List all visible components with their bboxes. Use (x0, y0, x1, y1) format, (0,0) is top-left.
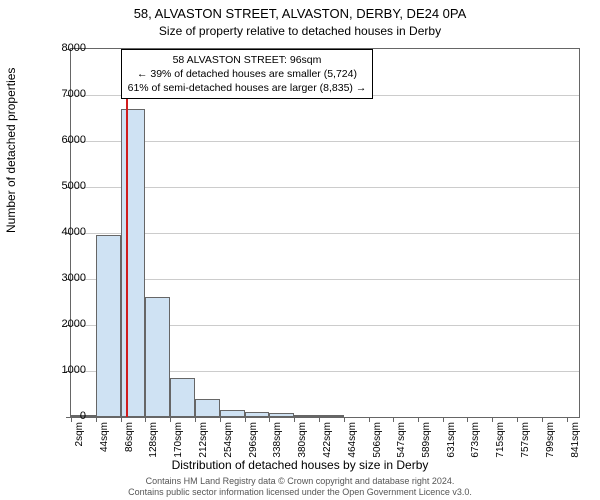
xtick-label: 86sqm (124, 422, 135, 452)
histogram-bar (96, 235, 121, 417)
xtick-mark (393, 417, 394, 422)
xtick-label: 841sqm (570, 422, 581, 458)
xtick-label: 380sqm (297, 422, 308, 458)
xtick-label: 422sqm (322, 422, 333, 458)
ytick-label: 4000 (36, 226, 86, 238)
xtick-label: 799sqm (545, 422, 556, 458)
xtick-label: 757sqm (520, 422, 531, 458)
xtick-label: 715sqm (495, 422, 506, 458)
histogram-bar (220, 410, 245, 417)
ytick-label: 0 (36, 410, 86, 422)
xtick-label: 44sqm (99, 422, 110, 452)
xtick-mark (517, 417, 518, 422)
xtick-mark (220, 417, 221, 422)
xtick-mark (418, 417, 419, 422)
xtick-label: 631sqm (446, 422, 457, 458)
ytick-label: 2000 (36, 318, 86, 330)
histogram-bar (269, 413, 294, 417)
xtick-label: 2sqm (74, 422, 85, 446)
xtick-mark (121, 417, 122, 422)
ytick-label: 1000 (36, 364, 86, 376)
xtick-mark (542, 417, 543, 422)
ytick-label: 8000 (36, 42, 86, 54)
annotation-line2: ← 39% of detached houses are smaller (5,… (137, 68, 357, 80)
xtick-mark (170, 417, 171, 422)
xtick-label: 547sqm (396, 422, 407, 458)
chart-subtitle: Size of property relative to detached ho… (0, 24, 600, 38)
gridline (71, 233, 579, 234)
xtick-mark (567, 417, 568, 422)
gridline (71, 279, 579, 280)
xtick-mark (369, 417, 370, 422)
histogram-bar (319, 415, 344, 417)
plot-area: 58 ALVASTON STREET: 96sqm ← 39% of detach… (70, 48, 580, 418)
histogram-bar (245, 412, 270, 417)
histogram-bar (170, 378, 195, 417)
xtick-mark (294, 417, 295, 422)
footer-line1: Contains HM Land Registry data © Crown c… (146, 476, 455, 486)
ytick-label: 7000 (36, 88, 86, 100)
footer-attribution: Contains HM Land Registry data © Crown c… (0, 476, 600, 498)
annotation-box: 58 ALVASTON STREET: 96sqm ← 39% of detach… (121, 49, 374, 100)
ytick-label: 3000 (36, 272, 86, 284)
xtick-mark (443, 417, 444, 422)
xtick-label: 506sqm (372, 422, 383, 458)
x-axis-label: Distribution of detached houses by size … (0, 458, 600, 472)
xtick-mark (319, 417, 320, 422)
ytick-label: 6000 (36, 134, 86, 146)
y-axis-label: Number of detached properties (4, 68, 18, 233)
xtick-mark (145, 417, 146, 422)
histogram-bar (145, 297, 170, 417)
histogram-bar (294, 415, 319, 417)
gridline (71, 141, 579, 142)
chart-title: 58, ALVASTON STREET, ALVASTON, DERBY, DE… (0, 6, 600, 21)
xtick-mark (269, 417, 270, 422)
histogram-bar (121, 109, 146, 417)
footer-line2: Contains public sector information licen… (128, 487, 472, 497)
histogram-bar (195, 399, 220, 417)
xtick-label: 296sqm (248, 422, 259, 458)
annotation-line3: 61% of semi-detached houses are larger (… (128, 82, 367, 94)
xtick-label: 589sqm (421, 422, 432, 458)
reference-line (126, 49, 128, 417)
ytick-label: 5000 (36, 180, 86, 192)
xtick-label: 338sqm (272, 422, 283, 458)
xtick-mark (96, 417, 97, 422)
xtick-mark (467, 417, 468, 422)
xtick-label: 170sqm (173, 422, 184, 458)
xtick-label: 464sqm (347, 422, 358, 458)
xtick-mark (492, 417, 493, 422)
xtick-label: 212sqm (198, 422, 209, 458)
xtick-mark (245, 417, 246, 422)
xtick-label: 254sqm (223, 422, 234, 458)
annotation-line1: 58 ALVASTON STREET: 96sqm (173, 54, 322, 66)
xtick-mark (195, 417, 196, 422)
xtick-label: 128sqm (148, 422, 159, 458)
xtick-label: 673sqm (470, 422, 481, 458)
gridline (71, 187, 579, 188)
xtick-mark (344, 417, 345, 422)
